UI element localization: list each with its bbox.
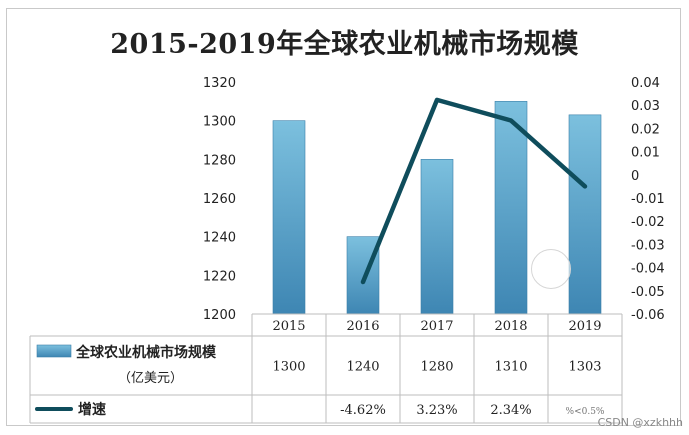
bar xyxy=(420,159,454,315)
data-table: 2015 2016 2017 2018 2019 1300 1240 1280 1310 1303… xyxy=(29,313,623,424)
watermark: CSDN @xzkhhh xyxy=(597,416,683,429)
growth-line-point xyxy=(583,184,587,188)
right-axis-tick-label: -0.04 xyxy=(631,262,665,277)
growth-line-point xyxy=(509,119,513,123)
growth-value-label: -4.62% xyxy=(340,403,386,418)
category-label: 2019 xyxy=(568,319,601,334)
right-axis-tick-label: -0.02 xyxy=(631,215,665,230)
bar xyxy=(494,101,528,315)
legend-line-label: 增速 xyxy=(78,401,106,418)
bar-value-label: 1303 xyxy=(568,360,601,375)
chart-title: 2015-2019年全球农业机械市场规模 xyxy=(110,29,579,60)
category-label: 2018 xyxy=(494,319,527,334)
growth-line-point xyxy=(361,280,365,284)
right-axis-tick-label: 0.01 xyxy=(631,146,660,161)
legend-bar-swatch xyxy=(36,344,72,358)
bar xyxy=(272,120,306,315)
bar xyxy=(346,236,380,315)
left-axis-tick-label: 1320 xyxy=(203,76,236,91)
right-axis-tick-label: -0.06 xyxy=(631,308,665,323)
bar-value-label: 1240 xyxy=(346,360,379,375)
category-label: 2016 xyxy=(346,319,379,334)
axes-layer: 1200 1220 1240 1260 1280 1300 1320 -0.06 -0.05 -0… xyxy=(203,76,665,323)
left-axis-tick-label: 1260 xyxy=(203,192,236,207)
decorative-circle xyxy=(531,249,571,289)
left-axis-tick-label: 1280 xyxy=(203,153,236,168)
left-axis-tick-label: 1300 xyxy=(203,115,236,130)
left-axis-tick-label: 1200 xyxy=(203,308,236,323)
bar-value-label: 1310 xyxy=(494,360,527,375)
growth-value-label: 3.23% xyxy=(416,403,457,418)
right-axis-tick-label: 0.04 xyxy=(631,76,660,91)
growth-line xyxy=(360,97,588,285)
right-axis-tick-label: -0.01 xyxy=(631,192,665,207)
bars-layer xyxy=(272,101,602,315)
growth-value-label: %<0.5% xyxy=(566,407,605,417)
category-label: 2015 xyxy=(272,319,305,334)
chart-frame xyxy=(6,8,681,426)
left-axis-tick-label: 1240 xyxy=(203,231,236,246)
category-label: 2017 xyxy=(420,319,453,334)
left-axis-tick-label: 1220 xyxy=(203,269,236,284)
bar xyxy=(568,114,602,315)
legend-bar-label: 全球农业机械市场规模 xyxy=(75,344,217,361)
legend-bar-unit: （亿美元） xyxy=(118,371,183,386)
right-axis-tick-label: 0.02 xyxy=(631,122,660,137)
line-layer xyxy=(360,97,588,285)
right-axis-tick-label: 0.03 xyxy=(631,99,660,114)
growth-value-label: 2.34% xyxy=(490,403,531,418)
growth-line-point xyxy=(435,98,439,102)
right-axis-tick-label: -0.05 xyxy=(631,285,665,300)
right-axis-tick-label: -0.03 xyxy=(631,238,665,253)
bar-value-label: 1300 xyxy=(272,360,305,375)
right-axis-tick-label: 0 xyxy=(631,169,639,184)
bar-value-label: 1280 xyxy=(420,360,453,375)
